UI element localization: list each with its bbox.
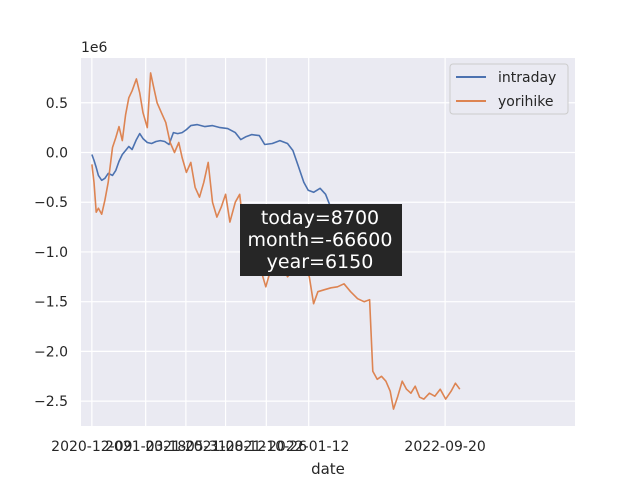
y-tick-label: −1.5 bbox=[34, 295, 68, 311]
y-scale-label: 1e6 bbox=[81, 40, 108, 56]
annotation-box: today=8700 month=-66600 year=6150 bbox=[240, 204, 402, 276]
x-tick-label: 2021-08-12 bbox=[185, 439, 266, 455]
annotation-line-year: year=6150 bbox=[267, 251, 374, 273]
y-tick-label: 0.5 bbox=[46, 96, 68, 112]
y-tick-label: −2.5 bbox=[34, 394, 68, 410]
y-tick-labels: 0.5 0.0 −0.5 −1.0 −1.5 −2.0 −2.5 bbox=[34, 96, 68, 410]
x-tick-label: 2022-01-12 bbox=[268, 439, 349, 455]
legend-label-yorihike: yorihike bbox=[498, 94, 553, 110]
y-tick-label: −1.0 bbox=[34, 245, 68, 261]
series-line-intraday bbox=[91, 123, 337, 210]
annotation-background bbox=[240, 204, 402, 276]
annotation-line-today: today=8700 bbox=[261, 207, 379, 229]
y-tick-label: −2.0 bbox=[34, 344, 68, 360]
x-tick-label: 2020-12-09 bbox=[51, 439, 132, 455]
y-tick-label: −0.5 bbox=[34, 195, 68, 211]
annotation-line-month: month=-66600 bbox=[248, 229, 393, 251]
legend-label-intraday: intraday bbox=[498, 70, 556, 86]
x-tick-label: 2022-09-20 bbox=[404, 439, 485, 455]
y-tick-label: 0.0 bbox=[46, 145, 68, 161]
x-tick-labels: 2020-12-092021-03-182021-05-312021-08-12… bbox=[51, 439, 486, 455]
x-tick-label: 2021-03-18 bbox=[105, 439, 186, 455]
x-tick-label: 2021-10-26 bbox=[226, 439, 307, 455]
legend: intraday yorihike bbox=[449, 63, 569, 115]
x-tick-label: 2021-05-31 bbox=[145, 439, 226, 455]
x-axis-label: date bbox=[311, 460, 345, 478]
